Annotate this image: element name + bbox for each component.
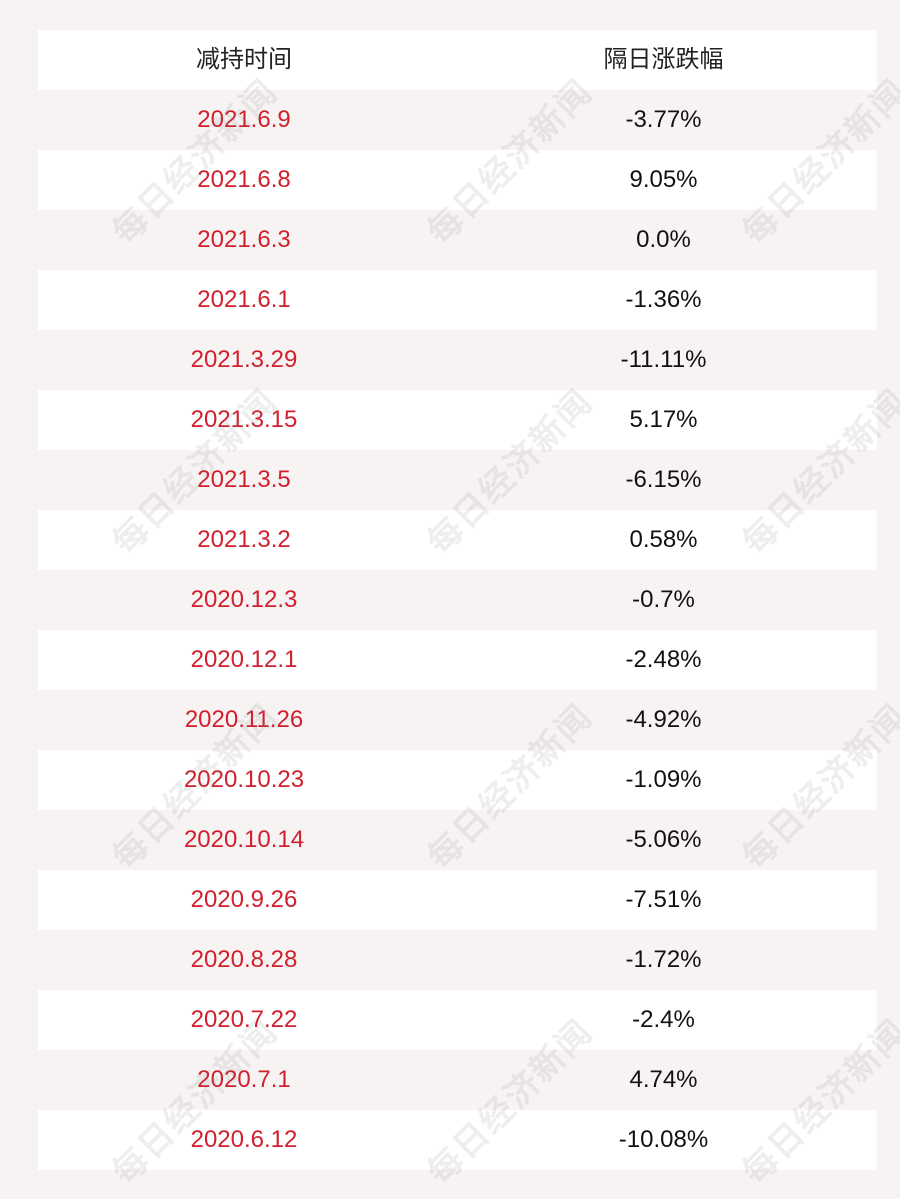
table-body: 2021.6.9 -3.77% 2021.6.8 9.05% 2021.6.3 0.0% 2… (38, 90, 877, 1170)
data-table: 减持时间 隔日涨跌幅 2021.6.9 -3.77% 2021.6.8 9.05% 20… (38, 30, 877, 1170)
table-row: 2021.3.15 5.17% (38, 390, 877, 450)
table-row: 2020.12.3 -0.7% (38, 570, 877, 630)
row-change: -2.4% (632, 1006, 695, 1033)
row-change: -1.09% (625, 766, 702, 793)
table-row: 2020.10.14 -5.06% (38, 810, 877, 870)
row-date: 2020.10.14 (183, 826, 305, 853)
table-row: 2021.6.3 0.0% (38, 210, 877, 270)
row-change: -7.51% (625, 886, 702, 913)
row-date: 2020.11.26 (184, 706, 304, 733)
table-row: 2021.6.9 -3.77% (38, 90, 877, 150)
table-row: 2020.11.26 -4.92% (38, 690, 877, 750)
table-row: 2020.7.22 -2.4% (38, 990, 877, 1050)
row-change: -11.11% (620, 346, 707, 373)
row-date: 2020.12.1 (190, 646, 298, 673)
row-change: 9.05% (629, 166, 698, 193)
table-row: 2020.6.12 -10.08% (38, 1110, 877, 1170)
table-row: 2021.3.29 -11.11% (38, 330, 877, 390)
row-date: 2020.7.1 (197, 1066, 291, 1093)
row-change: 0.58% (629, 526, 698, 553)
table-row: 2020.9.26 -7.51% (38, 870, 877, 930)
table-row: 2021.3.5 -6.15% (38, 450, 877, 510)
row-change: -1.72% (625, 946, 702, 973)
row-date: 2021.3.5 (197, 466, 291, 493)
row-change: -4.92% (625, 706, 702, 733)
row-date: 2020.9.26 (190, 886, 298, 913)
row-date: 2021.3.15 (190, 406, 298, 433)
table-row: 2020.12.1 -2.48% (38, 630, 877, 690)
table-header-row: 减持时间 隔日涨跌幅 (38, 30, 877, 90)
row-change: -10.08% (618, 1126, 709, 1153)
table-row: 2020.10.23 -1.09% (38, 750, 877, 810)
row-date: 2021.6.9 (197, 106, 291, 133)
row-change: 0.0% (636, 226, 691, 253)
row-change: -0.7% (632, 586, 695, 613)
table-row: 2021.6.8 9.05% (38, 150, 877, 210)
row-change: -1.36% (625, 286, 702, 313)
row-date: 2021.6.8 (197, 166, 291, 193)
row-date: 2020.6.12 (190, 1126, 298, 1153)
row-date: 2021.3.29 (190, 346, 298, 373)
row-date: 2020.12.3 (190, 586, 298, 613)
table-row: 2021.3.2 0.58% (38, 510, 877, 570)
row-change: -6.15% (625, 466, 702, 493)
row-change: -2.48% (625, 646, 702, 673)
header-change: 隔日涨跌幅 (603, 46, 724, 73)
row-change: 5.17% (629, 406, 698, 433)
row-date: 2020.10.23 (183, 766, 305, 793)
row-date: 2021.6.1 (197, 286, 291, 313)
row-date: 2021.6.3 (197, 226, 291, 253)
header-date: 减持时间 (196, 46, 292, 73)
table-row: 2021.6.1 -1.36% (38, 270, 877, 330)
row-date: 2020.8.28 (190, 946, 298, 973)
row-change: -3.77% (625, 106, 702, 133)
row-date: 2021.3.2 (197, 526, 291, 553)
table-row: 2020.8.28 -1.72% (38, 930, 877, 990)
row-change: -5.06% (625, 826, 702, 853)
row-change: 4.74% (629, 1066, 698, 1093)
table-row: 2020.7.1 4.74% (38, 1050, 877, 1110)
row-date: 2020.7.22 (190, 1006, 298, 1033)
